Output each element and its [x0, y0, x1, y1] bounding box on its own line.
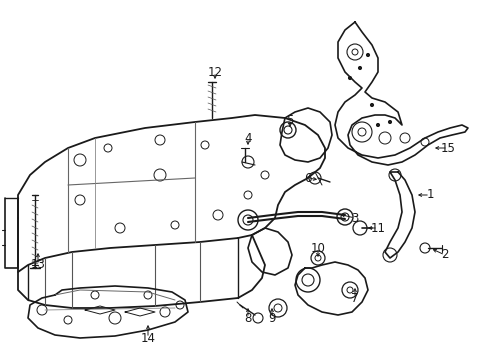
Text: 10: 10 — [311, 242, 325, 255]
Text: 7: 7 — [351, 292, 359, 305]
Text: 9: 9 — [268, 311, 276, 324]
Text: 12: 12 — [207, 66, 222, 78]
Text: 1: 1 — [426, 189, 434, 202]
Text: 4: 4 — [244, 131, 252, 144]
Text: 6: 6 — [304, 171, 312, 184]
Text: 11: 11 — [370, 221, 386, 234]
Text: 14: 14 — [141, 332, 155, 345]
Circle shape — [367, 54, 369, 57]
Circle shape — [376, 123, 379, 126]
Circle shape — [348, 77, 351, 80]
Circle shape — [359, 67, 362, 69]
Text: 13: 13 — [30, 258, 46, 271]
Circle shape — [389, 121, 392, 123]
Text: 8: 8 — [245, 311, 252, 324]
Text: 3: 3 — [351, 211, 359, 225]
Text: 2: 2 — [441, 248, 449, 261]
Circle shape — [370, 104, 373, 107]
Text: 15: 15 — [441, 141, 455, 154]
Text: 5: 5 — [286, 113, 294, 126]
